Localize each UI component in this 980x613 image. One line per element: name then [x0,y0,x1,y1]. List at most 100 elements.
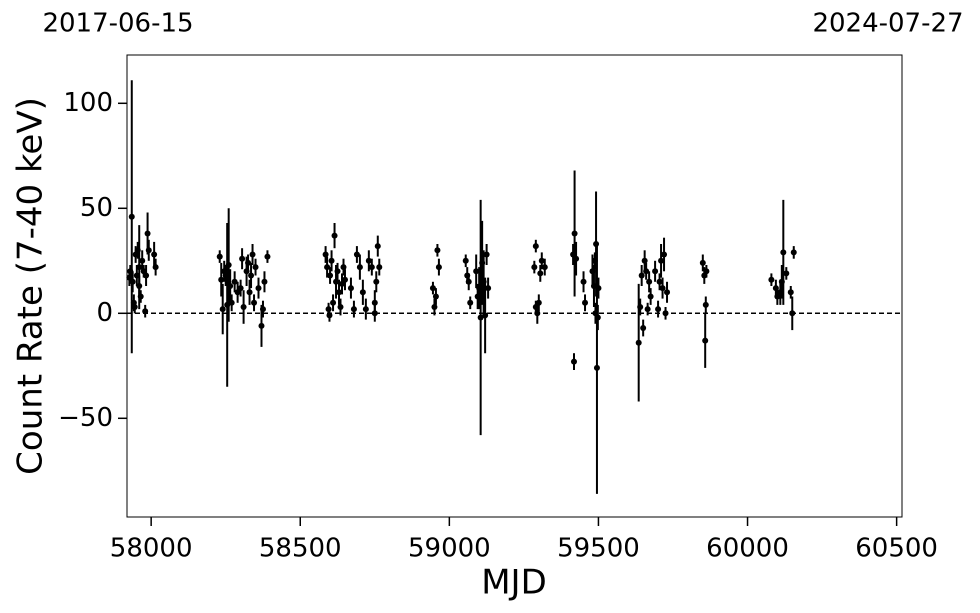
data-point [635,339,642,346]
data-point [216,253,223,260]
data-point [249,251,256,258]
data-point [541,264,548,271]
data-point [702,337,709,344]
data-point [231,278,238,285]
data-point [373,278,380,285]
data-point [376,264,383,271]
x-tick-label: 60500 [855,534,938,564]
y-tick-label: 50 [80,193,113,223]
data-point [359,289,366,296]
data-point [787,289,794,296]
data-point [225,262,232,268]
data-point [790,249,797,256]
data-point [532,243,539,250]
data-point [258,322,265,329]
data-point [641,257,648,264]
start-date: 2017-06-15 [42,9,193,39]
data-point [534,310,541,317]
data-point [246,289,253,296]
y-axis-label: Count Rate (7-40 keV) [11,97,51,475]
data-point [129,278,136,285]
data-point [467,299,474,306]
data-point [582,299,589,306]
data-point [338,280,345,287]
data-point [139,257,146,264]
x-tick-label: 59500 [557,534,640,564]
y-tick-label: 0 [96,298,113,328]
data-point [350,306,357,313]
data-point [371,299,378,306]
data-point [145,247,152,254]
data-point [640,325,647,331]
data-point [337,304,344,310]
data-point [327,272,334,279]
x-tick-label: 58500 [259,534,342,564]
data-point [638,272,645,279]
data-point [482,312,489,319]
data-point [595,285,602,292]
data-point [227,283,234,289]
data-point [144,230,151,237]
data-point [151,251,158,258]
data-point [658,257,665,264]
data-point [768,276,775,283]
data-point [789,310,796,317]
data-point [435,264,442,271]
data-point [353,251,360,258]
y-tick-label: −50 [58,403,113,433]
data-point [334,268,341,275]
data-point [644,306,651,313]
data-point [324,264,331,271]
data-point [774,293,781,300]
data-point [637,304,644,310]
data-point [362,306,369,313]
data-point [219,306,226,313]
data-point [465,278,472,285]
data-point [248,272,255,279]
data-point [333,278,340,285]
data-point [356,264,363,271]
data-point [143,272,150,279]
data-point [240,304,247,310]
data-point [368,264,375,271]
data-point [702,301,709,308]
x-tick-label: 58000 [110,534,193,564]
data-point [661,251,668,258]
data-point [239,255,246,262]
data-point [699,259,706,266]
data-point [643,268,650,275]
data-point [662,310,669,317]
data-point [659,285,666,292]
data-point [374,243,381,250]
data-point [570,358,577,365]
data-point [647,293,654,300]
data-point [655,306,662,313]
data-point [473,268,480,275]
data-point [252,264,259,271]
data-point [330,299,337,306]
data-point [371,310,378,317]
data-point [462,257,469,264]
data-point [136,283,143,289]
data-point [128,213,135,220]
data-point [434,247,441,254]
data-point [531,264,538,271]
data-point [341,276,348,283]
x-tick-label: 60000 [706,534,789,564]
data-point [336,289,343,296]
data-point [780,249,787,256]
data-point [664,289,671,296]
plot-frame [126,54,903,518]
data-point [251,299,258,306]
data-point [264,253,271,260]
data-point [593,364,600,371]
data-point [331,232,338,239]
y-tick-label: 100 [63,88,113,118]
data-point [142,308,149,315]
data-point [483,251,490,258]
x-tick-label: 59000 [408,534,491,564]
data-point [703,268,710,275]
data-point [783,270,790,277]
data-point [255,285,262,292]
